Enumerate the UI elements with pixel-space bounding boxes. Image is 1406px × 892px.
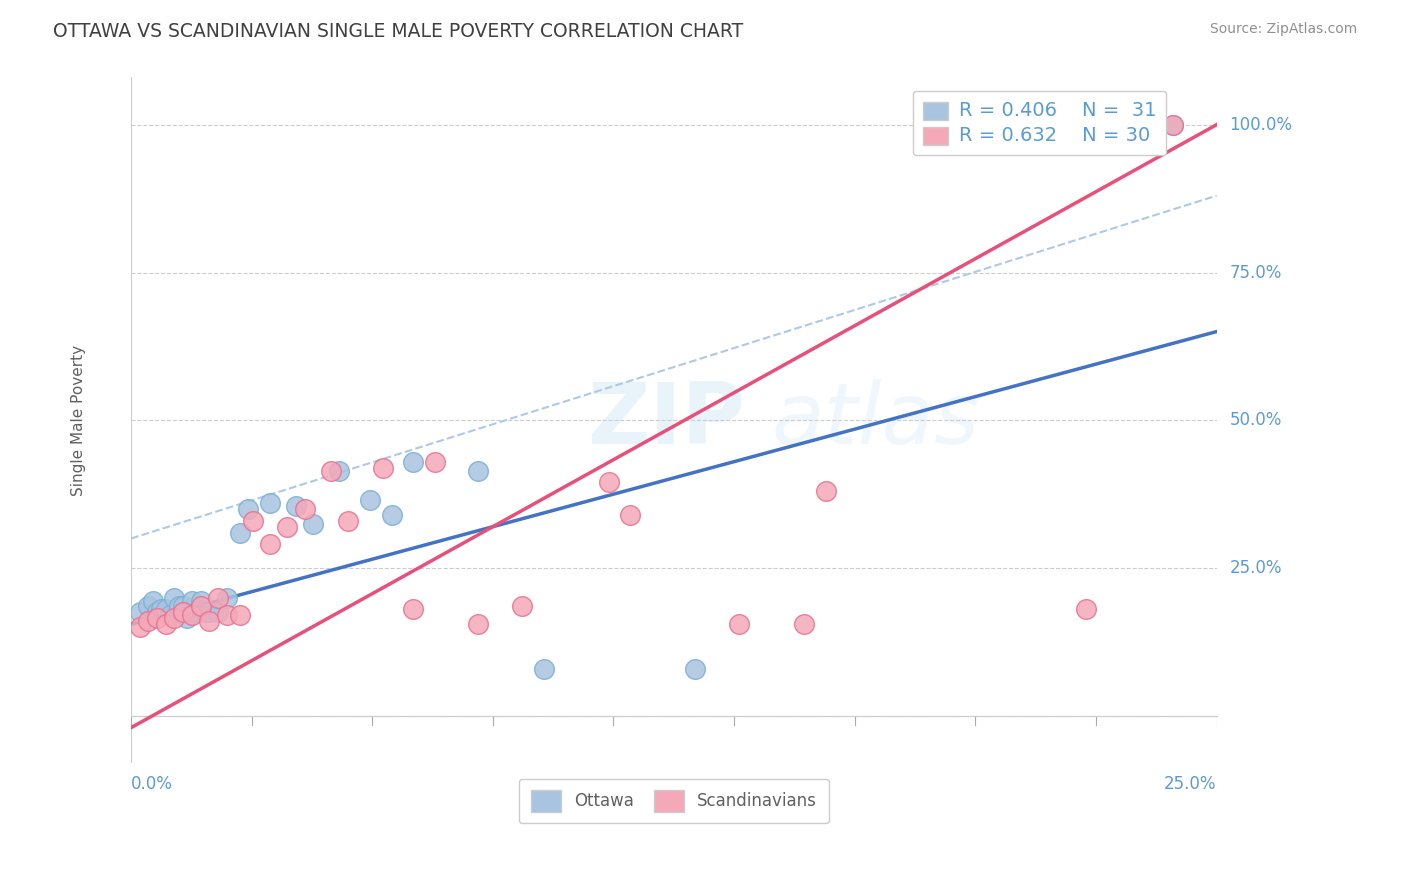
Point (380, 508, 402, 522)
Point (163, 611, 186, 625)
Text: ZIP: ZIP (586, 379, 745, 462)
Point (172, 606, 194, 620)
Text: Source: ZipAtlas.com: Source: ZipAtlas.com (1209, 22, 1357, 37)
Point (319, 463, 342, 477)
Point (228, 525, 250, 540)
Point (207, 606, 229, 620)
Point (138, 614, 160, 628)
Point (172, 599, 194, 614)
Point (198, 606, 221, 620)
Point (294, 502, 316, 516)
Text: 25.0%: 25.0% (1229, 559, 1282, 577)
Point (467, 617, 489, 632)
Text: 25.0%: 25.0% (1164, 775, 1216, 793)
Text: OTTAWA VS SCANDINAVIAN SINGLE MALE POVERTY CORRELATION CHART: OTTAWA VS SCANDINAVIAN SINGLE MALE POVER… (53, 22, 744, 41)
Point (190, 599, 212, 614)
Text: 0.0%: 0.0% (131, 775, 173, 793)
Point (259, 537, 281, 551)
Point (793, 617, 815, 632)
Point (180, 608, 202, 623)
Point (685, 661, 707, 675)
Legend: Ottawa, Scandinavians: Ottawa, Scandinavians (519, 779, 828, 823)
Point (814, 484, 837, 499)
Point (533, 661, 555, 675)
Text: 75.0%: 75.0% (1229, 263, 1282, 282)
Point (128, 620, 150, 634)
Point (146, 611, 169, 625)
Point (1161, 118, 1184, 132)
Point (728, 617, 751, 632)
Point (371, 460, 394, 475)
Point (276, 519, 298, 533)
Point (155, 617, 177, 632)
Point (242, 514, 264, 528)
Point (128, 606, 150, 620)
Point (163, 591, 186, 605)
Point (619, 508, 641, 522)
Point (337, 514, 360, 528)
Point (207, 591, 229, 605)
Text: 50.0%: 50.0% (1229, 411, 1282, 429)
Text: Single Male Poverty: Single Male Poverty (72, 344, 86, 496)
Point (423, 455, 446, 469)
Point (228, 608, 250, 623)
Point (190, 593, 212, 607)
Point (186, 606, 208, 620)
Point (198, 614, 221, 628)
Point (159, 608, 181, 623)
Point (176, 611, 198, 625)
Point (1161, 118, 1184, 132)
Point (155, 602, 177, 616)
Point (142, 593, 165, 607)
Point (146, 606, 169, 620)
Point (238, 502, 260, 516)
Point (285, 499, 308, 513)
Point (138, 599, 160, 614)
Point (328, 463, 350, 477)
Point (359, 493, 381, 508)
Point (215, 591, 238, 605)
Point (259, 496, 281, 510)
Point (510, 599, 533, 614)
Point (402, 455, 425, 469)
Point (167, 599, 190, 614)
Text: atlas: atlas (772, 379, 980, 462)
Point (1076, 602, 1098, 616)
Point (467, 463, 489, 477)
Point (215, 608, 238, 623)
Point (194, 606, 217, 620)
Point (402, 602, 425, 616)
Text: 100.0%: 100.0% (1229, 116, 1292, 134)
Point (302, 516, 325, 531)
Point (150, 602, 173, 616)
Point (598, 475, 620, 490)
Point (180, 593, 202, 607)
